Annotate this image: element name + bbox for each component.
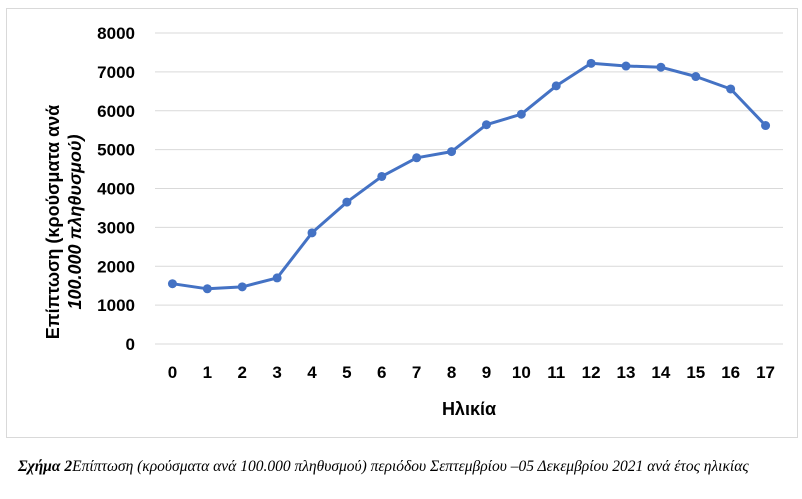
figure-caption: Σχήμα 2Επίπτωση (κρούσματα ανά 100.000 π… — [18, 456, 778, 477]
y-axis-title-line: Επίπτωση (κρούσματα ανά — [43, 105, 63, 339]
x-tick-label: 16 — [721, 363, 740, 382]
x-tick-label: 11 — [547, 363, 565, 382]
x-tick-label: 13 — [617, 363, 636, 382]
data-point — [272, 273, 282, 283]
caption-label: Σχήμα 2 — [18, 458, 73, 475]
data-point — [202, 284, 212, 294]
y-tick-label: 5000 — [97, 141, 135, 160]
y-tick-label: 4000 — [97, 180, 135, 199]
x-tick-label: 17 — [756, 363, 775, 382]
data-point — [551, 81, 561, 91]
y-tick-label: 3000 — [97, 218, 135, 237]
data-point — [307, 228, 317, 238]
y-tick-label: 2000 — [97, 257, 135, 276]
chart-frame: 0 1000 2000 3000 4000 5000 6000 7000 8000 0 1 2 3 4 5 6… — [6, 8, 798, 438]
y-tick-label: 8000 — [97, 24, 135, 43]
data-point — [447, 147, 457, 157]
x-tick-label: 4 — [307, 363, 317, 382]
x-tick-label: 8 — [447, 363, 456, 382]
data-point — [516, 109, 526, 119]
x-tick-label: 1 — [203, 363, 212, 382]
data-point — [377, 171, 387, 181]
data-point — [237, 282, 247, 292]
data-point — [726, 84, 736, 94]
x-tick-label: 10 — [512, 363, 531, 382]
data-point — [586, 58, 596, 68]
data-point — [167, 279, 177, 289]
y-tick-label: 0 — [126, 335, 135, 354]
caption-text: Επίπτωση (κρούσματα ανά 100.000 πληθυσμο… — [72, 458, 749, 475]
x-tick-label: 7 — [412, 363, 421, 382]
x-tick-label: 0 — [168, 363, 177, 382]
data-point — [761, 121, 771, 131]
x-tick-label: 2 — [237, 363, 246, 382]
x-tick-label: 5 — [342, 363, 351, 382]
x-tick-label: 9 — [482, 363, 491, 382]
x-tick-label: 12 — [582, 363, 601, 382]
y-axis-title: Επίπτωση (κρούσματα ανά 100.000 πληθυσμού… — [43, 105, 85, 339]
y-tick-label: 7000 — [97, 63, 135, 82]
data-point — [691, 72, 701, 82]
x-tick-label: 14 — [651, 363, 670, 382]
x-tick-label: 15 — [686, 363, 705, 382]
data-point — [656, 62, 666, 72]
series-line — [172, 61, 767, 291]
y-tick-label: 1000 — [97, 296, 135, 315]
y-tick-label: 6000 — [97, 102, 135, 121]
x-axis-title: Ηλικία — [442, 399, 496, 419]
x-tick-label: 3 — [272, 363, 281, 382]
data-point — [621, 61, 631, 71]
y-axis-title-line: 100.000 πληθυσμού) — [65, 134, 85, 309]
x-tick-label: 6 — [377, 363, 386, 382]
data-point — [481, 120, 491, 130]
data-point — [412, 153, 422, 163]
data-point — [342, 197, 352, 207]
